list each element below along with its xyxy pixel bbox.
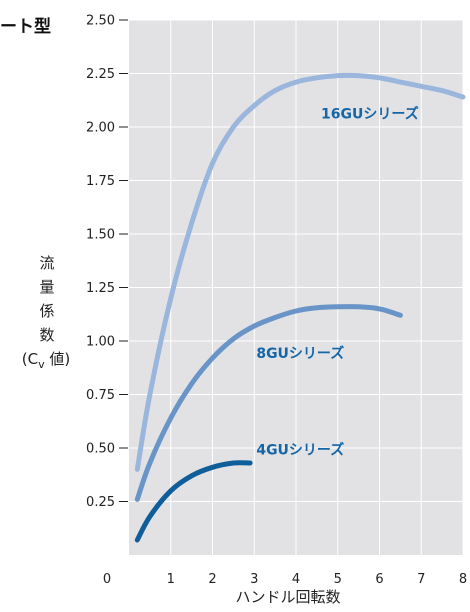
x-tick-label: 6 [375,572,383,587]
y-tick-label: 0.25 [86,495,115,510]
x-tick-label: 3 [250,572,258,587]
y-tick-label: 1.00 [86,335,115,350]
series-label: 4GUシリーズ [256,441,344,458]
x-tick-label: 2 [208,572,216,587]
x-tick-label: 1 [167,572,175,587]
x-tick-label: 4 [292,572,300,587]
y-tick-label: 2.50 [86,14,115,29]
x-tick-label: 5 [334,572,342,587]
series-label: 8GUシリーズ [256,345,344,362]
y-tick-label: 1.75 [86,174,115,189]
y-axis-title-char: 量 [39,278,54,296]
y-tick-label: 1.25 [86,281,115,296]
y-tick-label: 1.50 [86,228,115,243]
x-axis-tick-labels: 0 1 2 3 4 5 6 7 8 [103,572,467,587]
y-tick-label: 2.00 [86,121,115,136]
y-axis-unit: (Cv 値) [22,350,70,371]
x-tick-label: 7 [417,572,425,587]
series-line [134,304,403,502]
series-lines [134,72,466,543]
y-tick-label: 0.50 [86,442,115,457]
x-tick-label: 8 [459,572,467,587]
y-axis-title-char: 係 [39,302,54,320]
chart-title: ート型 [0,16,51,37]
y-axis-ticks [119,19,128,502]
series-line [134,460,253,543]
y-axis-title-char: 流 [39,254,54,272]
y-axis-tick-labels: 0.25 0.50 0.75 1.00 1.25 1.50 1.75 2.00 2.25 2.50 [86,14,115,511]
series-labels: 16GUシリーズ 8GUシリーズ 4GUシリーズ [256,105,418,458]
x-axis-title: ハンドル回転数 [235,588,340,606]
y-axis-title-char: 数 [39,326,54,344]
x-tick-label: 0 [103,572,111,587]
grid-lines [129,19,464,555]
y-tick-label: 0.75 [86,388,115,403]
series-line [134,72,466,472]
y-tick-label: 2.25 [86,67,115,82]
series-label: 16GUシリーズ [321,105,419,122]
